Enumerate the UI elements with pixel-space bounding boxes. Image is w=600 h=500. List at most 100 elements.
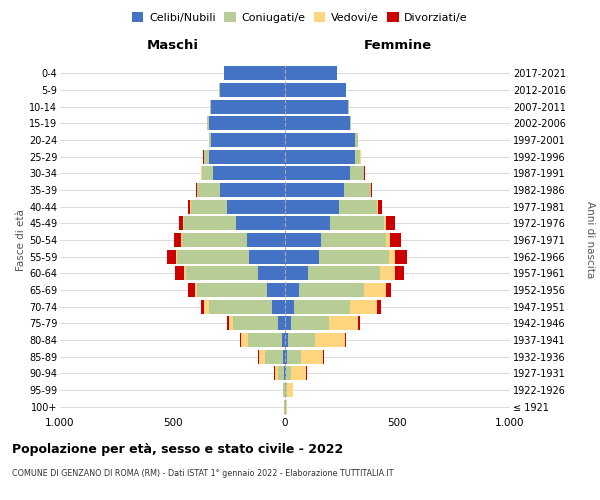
Bar	[285, 350, 287, 364]
Bar	[285, 66, 337, 80]
Bar	[284, 366, 285, 380]
Bar	[167, 250, 176, 264]
Bar	[235, 216, 285, 230]
Bar	[202, 166, 213, 180]
Bar	[294, 300, 350, 314]
Bar	[285, 83, 346, 97]
Bar	[287, 350, 301, 364]
Bar	[182, 233, 247, 247]
Bar	[174, 233, 181, 247]
Bar	[209, 100, 211, 114]
Bar	[247, 233, 285, 247]
Bar	[204, 150, 209, 164]
Bar	[287, 383, 293, 397]
Bar	[176, 250, 177, 264]
Text: COMUNE DI GENZANO DI ROMA (RM) - Dati ISTAT 1° gennaio 2022 - Elaborazione TUTTI: COMUNE DI GENZANO DI ROMA (RM) - Dati IS…	[12, 469, 394, 478]
Bar	[285, 100, 348, 114]
Text: Maschi: Maschi	[146, 38, 199, 52]
Bar	[188, 283, 195, 297]
Bar	[211, 100, 285, 114]
Bar	[285, 133, 355, 147]
Bar	[286, 400, 287, 414]
Bar	[343, 183, 371, 197]
Bar	[195, 283, 197, 297]
Bar	[240, 333, 241, 347]
Bar	[395, 266, 404, 280]
Bar	[258, 266, 285, 280]
Bar	[355, 133, 358, 147]
Bar	[350, 166, 364, 180]
Bar	[350, 116, 352, 130]
Bar	[188, 200, 190, 214]
Bar	[377, 300, 380, 314]
Bar	[301, 350, 323, 364]
Bar	[339, 200, 377, 214]
Bar	[389, 250, 395, 264]
Bar	[355, 150, 361, 164]
Bar	[285, 216, 330, 230]
Bar	[213, 166, 285, 180]
Bar	[386, 283, 391, 297]
Bar	[285, 316, 290, 330]
Bar	[249, 250, 285, 264]
Bar	[330, 216, 384, 230]
Bar	[285, 283, 299, 297]
Bar	[285, 366, 286, 380]
Bar	[248, 333, 281, 347]
Bar	[278, 366, 284, 380]
Bar	[175, 266, 184, 280]
Bar	[183, 216, 184, 230]
Bar	[211, 133, 285, 147]
Bar	[289, 333, 316, 347]
Bar	[358, 316, 361, 330]
Bar	[286, 366, 290, 380]
Bar	[209, 133, 211, 147]
Bar	[265, 350, 283, 364]
Y-axis label: Fasce di età: Fasce di età	[16, 209, 26, 271]
Bar	[204, 300, 209, 314]
Bar	[275, 366, 278, 380]
Bar	[389, 233, 401, 247]
Bar	[308, 266, 380, 280]
Bar	[278, 316, 285, 330]
Bar	[271, 300, 285, 314]
Bar	[285, 150, 355, 164]
Y-axis label: Anni di nascita: Anni di nascita	[585, 202, 595, 278]
Bar	[285, 266, 308, 280]
Bar	[200, 166, 202, 180]
Bar	[227, 200, 285, 214]
Bar	[200, 300, 204, 314]
Bar	[379, 200, 382, 214]
Bar	[281, 333, 285, 347]
Bar	[386, 216, 395, 230]
Bar	[364, 283, 386, 297]
Bar	[220, 183, 285, 197]
Bar	[348, 100, 349, 114]
Bar	[285, 166, 350, 180]
Bar	[386, 233, 389, 247]
Bar	[283, 383, 284, 397]
Bar	[224, 66, 285, 80]
Bar	[184, 216, 235, 230]
Bar	[377, 200, 379, 214]
Bar	[285, 300, 294, 314]
Text: Popolazione per età, sesso e stato civile - 2022: Popolazione per età, sesso e stato civil…	[12, 442, 343, 456]
Bar	[344, 333, 346, 347]
Bar	[227, 316, 229, 330]
Bar	[209, 300, 271, 314]
Text: Femmine: Femmine	[364, 38, 431, 52]
Bar	[229, 316, 233, 330]
Bar	[177, 250, 249, 264]
Bar	[186, 266, 258, 280]
Bar	[197, 183, 220, 197]
Bar	[285, 200, 339, 214]
Bar	[329, 316, 358, 330]
Bar	[283, 350, 285, 364]
Bar	[323, 350, 325, 364]
Bar	[220, 83, 285, 97]
Bar	[285, 333, 289, 347]
Bar	[208, 116, 209, 130]
Bar	[209, 116, 285, 130]
Bar	[179, 216, 183, 230]
Bar	[196, 183, 197, 197]
